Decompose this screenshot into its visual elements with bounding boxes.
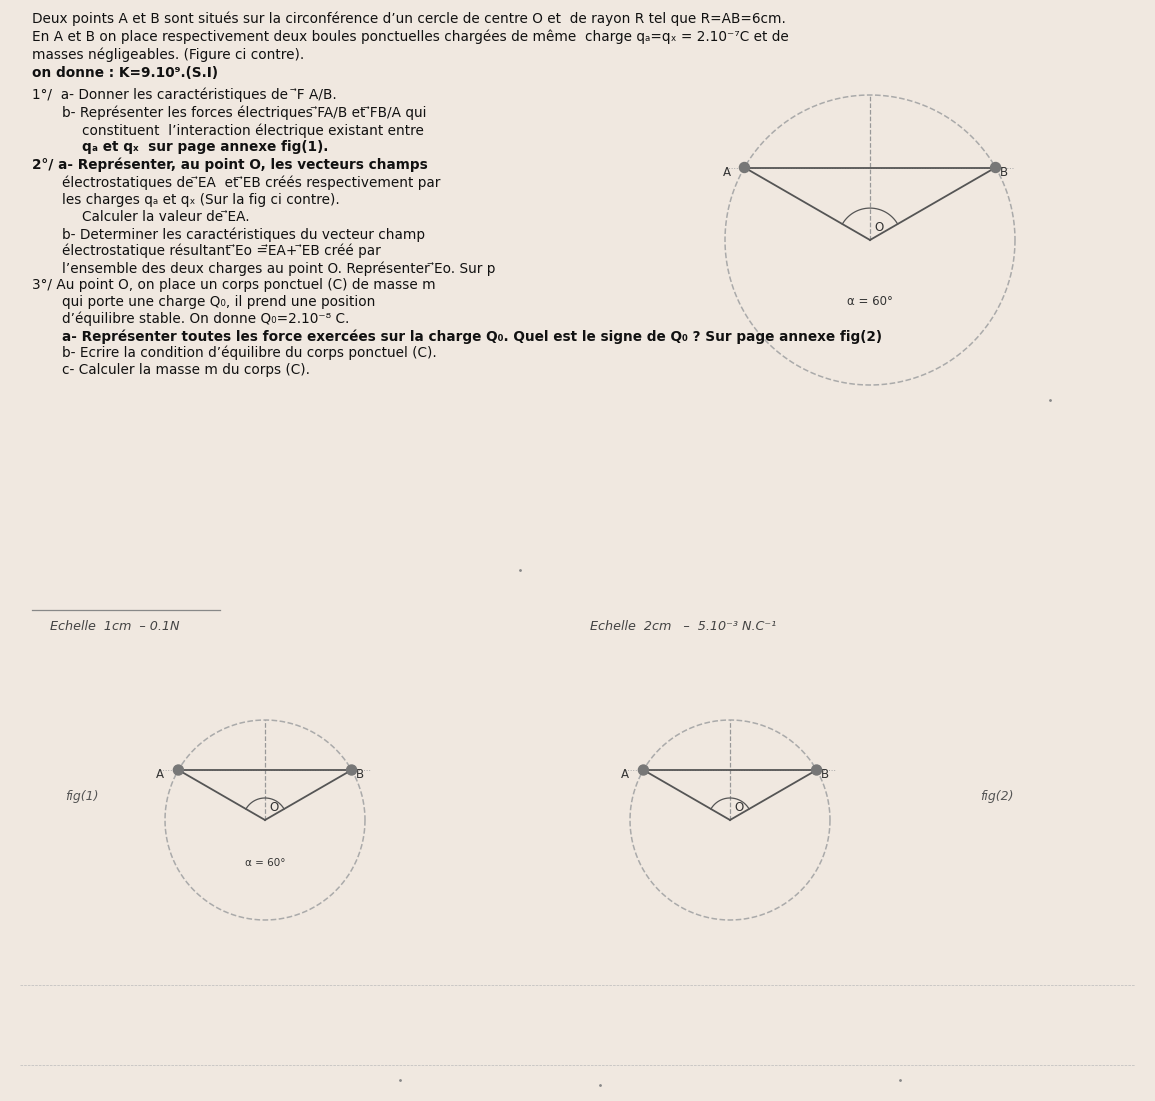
Text: O: O bbox=[733, 802, 744, 814]
Text: fig(2): fig(2) bbox=[979, 791, 1013, 803]
Circle shape bbox=[991, 163, 1000, 173]
Text: a- Représenter toutes les force exercées sur la charge Q₀. Quel est le signe de : a- Représenter toutes les force exercées… bbox=[62, 329, 882, 344]
Text: Echelle  2cm   –  5.10⁻³ N.C⁻¹: Echelle 2cm – 5.10⁻³ N.C⁻¹ bbox=[590, 620, 776, 633]
Text: O: O bbox=[874, 221, 884, 235]
Text: 1°/  a- Donner les caractéristiques de  ⃗F A/B.: 1°/ a- Donner les caractéristiques de ⃗F… bbox=[32, 88, 337, 102]
Text: qui porte une charge Q₀, il prend une position: qui porte une charge Q₀, il prend une po… bbox=[62, 295, 375, 309]
Text: Deux points A et B sont situés sur la circonférence d’un cercle de centre O et  : Deux points A et B sont situés sur la ci… bbox=[32, 12, 785, 26]
Text: électrostatique résultant ⃗Eo =⃗EA+ ⃗EB créé par: électrostatique résultant ⃗Eo =⃗EA+ ⃗EB … bbox=[62, 244, 381, 259]
Circle shape bbox=[173, 765, 184, 775]
Text: B: B bbox=[999, 165, 1007, 178]
Text: constituent  l’interaction électrique existant entre: constituent l’interaction électrique exi… bbox=[82, 123, 424, 138]
Text: fig(1): fig(1) bbox=[65, 791, 98, 803]
Text: En A et B on place respectivement deux boules ponctuelles chargées de même  char: En A et B on place respectivement deux b… bbox=[32, 30, 789, 44]
Text: 2°/ a- Représenter, au point O, les vecteurs champs: 2°/ a- Représenter, au point O, les vect… bbox=[32, 159, 427, 173]
Text: b- Représenter les forces électriques ⃗FA/B et ⃗FB/A qui: b- Représenter les forces électriques ⃗F… bbox=[62, 106, 426, 120]
Text: les charges qₐ et qₓ (Sur la fig ci contre).: les charges qₐ et qₓ (Sur la fig ci cont… bbox=[62, 193, 340, 207]
Text: B: B bbox=[820, 768, 829, 781]
Text: on donne : K=9.10⁹.(S.I): on donne : K=9.10⁹.(S.I) bbox=[32, 66, 218, 80]
Text: B: B bbox=[356, 768, 364, 781]
Text: 3°/ Au point O, on place un corps ponctuel (C) de masse m: 3°/ Au point O, on place un corps ponctu… bbox=[32, 277, 435, 292]
Circle shape bbox=[346, 765, 357, 775]
Text: α = 60°: α = 60° bbox=[245, 858, 285, 868]
Text: A: A bbox=[621, 768, 629, 781]
Text: A: A bbox=[722, 165, 730, 178]
Text: A: A bbox=[156, 768, 164, 781]
Text: Echelle  1cm  – 0.1N: Echelle 1cm – 0.1N bbox=[50, 620, 179, 633]
Circle shape bbox=[639, 765, 648, 775]
Circle shape bbox=[812, 765, 821, 775]
Text: d’équilibre stable. On donne Q₀=2.10⁻⁸ C.: d’équilibre stable. On donne Q₀=2.10⁻⁸ C… bbox=[62, 312, 349, 327]
Text: b- Determiner les caractéristiques du vecteur champ: b- Determiner les caractéristiques du ve… bbox=[62, 227, 425, 241]
Text: O: O bbox=[269, 802, 278, 814]
Text: b- Ecrire la condition d’équilibre du corps ponctuel (C).: b- Ecrire la condition d’équilibre du co… bbox=[62, 346, 437, 360]
Text: α = 60°: α = 60° bbox=[847, 295, 893, 308]
Text: électrostatiques de ⃗EA  et ⃗EB créés respectivement par: électrostatiques de ⃗EA et ⃗EB créés res… bbox=[62, 176, 440, 190]
Text: masses négligeables. (Figure ci contre).: masses négligeables. (Figure ci contre). bbox=[32, 48, 304, 63]
Text: qₐ et qₓ  sur page annexe fig(1).: qₐ et qₓ sur page annexe fig(1). bbox=[82, 140, 328, 154]
Text: l’ensemble des deux charges au point O. Représenter ⃗Eo. Sur p: l’ensemble des deux charges au point O. … bbox=[62, 261, 495, 275]
Text: c- Calculer la masse m du corps (C).: c- Calculer la masse m du corps (C). bbox=[62, 363, 310, 377]
Circle shape bbox=[739, 163, 750, 173]
Text: Calculer la valeur de ⃗EA.: Calculer la valeur de ⃗EA. bbox=[82, 210, 249, 224]
